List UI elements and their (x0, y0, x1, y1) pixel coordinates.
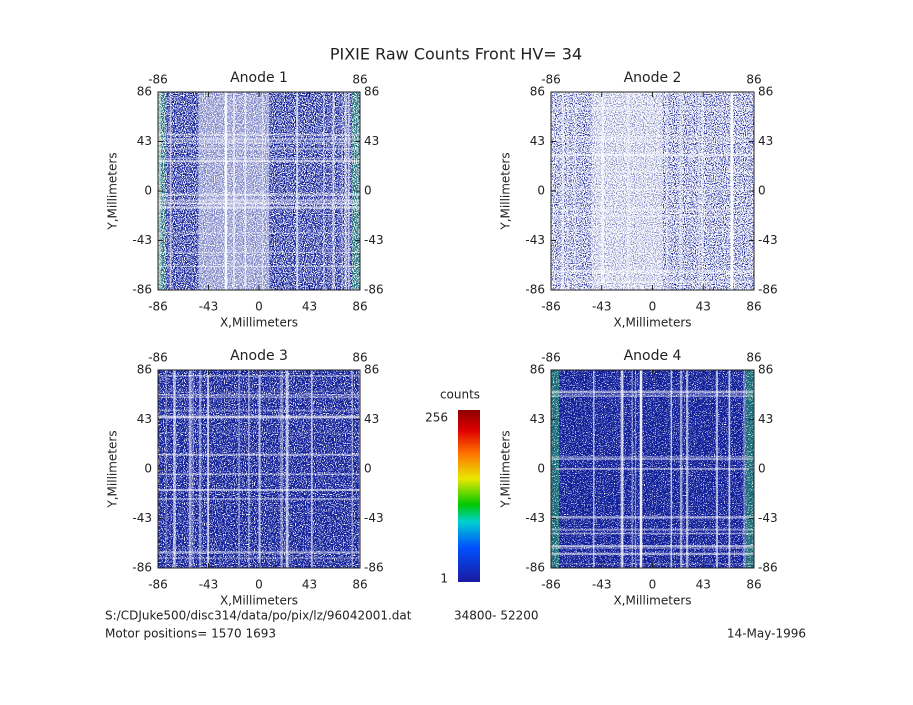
panel-title: Anode 1 (230, 70, 288, 86)
x-tick-label: 86 (352, 578, 367, 592)
x-tick-label: 86 (746, 578, 761, 592)
y-right-tick-label: 43 (364, 412, 379, 426)
y-tick-label: -86 (132, 561, 152, 575)
x-axis-label: X,Millimeters (613, 316, 691, 330)
y-tick-label: -43 (525, 511, 545, 525)
y-tick-label: -43 (132, 233, 152, 247)
y-right-tick-label: 86 (758, 363, 773, 377)
panel-title: Anode 2 (624, 70, 682, 86)
x-tick-label: -43 (199, 578, 219, 592)
x-top-tick-label: -86 (148, 351, 168, 365)
y-tick-label: 0 (144, 184, 152, 198)
x-tick-label: 0 (255, 300, 263, 314)
x-tick-label: 43 (302, 300, 317, 314)
x-tick-label: 43 (696, 300, 711, 314)
y-tick-label: -86 (132, 283, 152, 297)
footer-range: 34800- 52200 (454, 609, 539, 623)
y-tick-label: 43 (530, 134, 545, 148)
y-tick-label: 86 (137, 363, 152, 377)
y-right-tick-label: -86 (758, 561, 778, 575)
colorbar-tick-label: 256 (425, 411, 448, 425)
y-right-tick-label: -86 (364, 561, 384, 575)
x-top-tick-label: 86 (352, 73, 367, 87)
y-tick-label: 0 (537, 462, 545, 476)
speckle (551, 370, 754, 568)
x-top-tick-label: 86 (746, 73, 761, 87)
x-tick-label: -86 (541, 300, 561, 314)
x-tick-label: -86 (148, 578, 168, 592)
y-tick-label: -86 (525, 561, 545, 575)
y-right-tick-label: -43 (758, 511, 778, 525)
y-tick-label: 43 (530, 412, 545, 426)
y-axis-label: Y,Millimeters (106, 152, 120, 230)
y-right-tick-label: 0 (364, 462, 372, 476)
y-right-tick-label: 86 (364, 85, 379, 99)
heatmap (551, 92, 754, 290)
y-tick-label: 43 (137, 134, 152, 148)
y-axis-label: Y,Millimeters (499, 430, 513, 508)
x-axis-label: X,Millimeters (613, 594, 691, 608)
y-right-tick-label: 0 (758, 184, 766, 198)
footer-file: S:/CDJuke500/disc314/data/po/pix/lz/9604… (105, 609, 412, 623)
panel-title: Anode 3 (230, 348, 288, 364)
x-tick-label: -43 (199, 300, 219, 314)
y-right-tick-label: 86 (758, 85, 773, 99)
y-right-tick-label: 43 (758, 412, 773, 426)
x-axis-label: X,Millimeters (220, 316, 298, 330)
x-tick-label: 0 (649, 300, 657, 314)
y-tick-label: 43 (137, 412, 152, 426)
y-right-tick-label: 0 (758, 462, 766, 476)
y-tick-label: -43 (132, 511, 152, 525)
y-right-tick-label: 43 (758, 134, 773, 148)
x-tick-label: -86 (148, 300, 168, 314)
y-right-tick-label: -86 (758, 283, 778, 297)
y-right-tick-label: 0 (364, 184, 372, 198)
heatmap (551, 370, 754, 568)
x-tick-label: -43 (592, 578, 612, 592)
footer-motor: Motor positions= 1570 1693 (105, 627, 276, 641)
y-tick-label: 86 (530, 363, 545, 377)
y-right-tick-label: -43 (758, 233, 778, 247)
x-top-tick-label: -86 (148, 73, 168, 87)
x-tick-label: -43 (592, 300, 612, 314)
x-tick-label: 86 (352, 300, 367, 314)
x-tick-label: 43 (302, 578, 317, 592)
x-tick-label: 0 (255, 578, 263, 592)
y-right-tick-label: -43 (364, 233, 384, 247)
y-axis-label: Y,Millimeters (499, 152, 513, 230)
x-axis-label: X,Millimeters (220, 594, 298, 608)
heatmap (158, 92, 360, 290)
speckle (158, 370, 360, 568)
x-tick-label: -86 (541, 578, 561, 592)
colorbar-label: counts (440, 388, 480, 402)
y-tick-label: 86 (137, 85, 152, 99)
x-top-tick-label: -86 (541, 351, 561, 365)
panel-title: Anode 4 (624, 348, 682, 364)
y-tick-label: 86 (530, 85, 545, 99)
x-top-tick-label: -86 (541, 73, 561, 87)
footer-date: 14-May-1996 (727, 627, 806, 641)
y-axis-label: Y,Millimeters (106, 430, 120, 508)
x-tick-label: 0 (649, 578, 657, 592)
x-top-tick-label: 86 (746, 351, 761, 365)
x-top-tick-label: 86 (352, 351, 367, 365)
y-right-tick-label: -86 (364, 283, 384, 297)
page-title: PIXIE Raw Counts Front HV= 34 (330, 45, 582, 64)
y-right-tick-label: -43 (364, 511, 384, 525)
y-right-tick-label: 43 (364, 134, 379, 148)
colorbar-tick-label: 1 (440, 572, 448, 586)
y-right-tick-label: 86 (364, 363, 379, 377)
speckle (158, 92, 360, 290)
y-tick-label: -86 (525, 283, 545, 297)
y-tick-label: 0 (537, 184, 545, 198)
speckle (551, 92, 754, 290)
y-tick-label: -43 (525, 233, 545, 247)
heatmap (158, 370, 360, 568)
colorbar (458, 410, 480, 582)
y-tick-label: 0 (144, 462, 152, 476)
x-tick-label: 43 (696, 578, 711, 592)
x-tick-label: 86 (746, 300, 761, 314)
